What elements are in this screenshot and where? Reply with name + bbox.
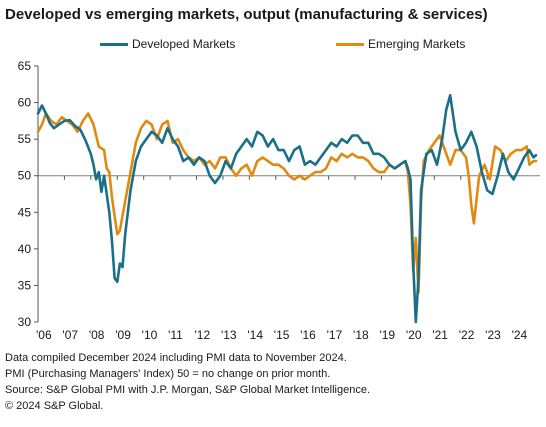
note-data-compiled: Data compiled December 2024 including PM… (5, 352, 347, 364)
x-tick-label: '13 (221, 328, 237, 342)
legend-item-developed: Developed Markets (100, 37, 235, 51)
y-tick-label: 45 (18, 205, 32, 219)
note-copyright: © 2024 S&P Global. (5, 400, 104, 412)
legend: Developed Markets Emerging Markets (0, 37, 546, 53)
y-tick-label: 60 (18, 96, 32, 110)
legend-label-developed: Developed Markets (132, 37, 236, 51)
series-line-emerging-markets (36, 112, 538, 295)
line-chart: 30 35 40 45 50 55 60 65 '06 '07 '08 '09 '10 '11 '12 '13… (18, 59, 540, 342)
series-line-developed-markets (36, 94, 538, 324)
y-tick-label: 55 (18, 132, 32, 146)
legend-swatch-developed (100, 42, 128, 46)
x-tick-label: '08 (89, 328, 105, 342)
x-tick-label: '06 (36, 328, 52, 342)
y-tick-label: 50 (18, 169, 32, 183)
x-tick-label: '09 (115, 328, 131, 342)
x-tick-label: '20 (406, 328, 422, 342)
x-tick-label: '23 (485, 328, 501, 342)
y-tick-label: 65 (18, 59, 32, 73)
x-tick-label: '18 (353, 328, 369, 342)
x-tick-label: '10 (142, 328, 158, 342)
y-tick-label: 30 (18, 315, 32, 329)
footnotes: Data compiled December 2024 including PM… (5, 350, 370, 414)
x-tick-label: '16 (300, 328, 316, 342)
x-tick-label: '15 (274, 328, 290, 342)
chart-title: Developed vs emerging markets, output (m… (5, 6, 488, 23)
legend-item-emerging: Emerging Markets (336, 37, 465, 51)
note-source: Source: S&P Global PMI with J.P. Morgan,… (5, 384, 371, 396)
y-tick-label: 35 (18, 278, 32, 292)
x-tick-label: '24 (512, 328, 528, 342)
x-tick-label: '17 (327, 328, 343, 342)
x-tick-label: '21 (432, 328, 448, 342)
legend-label-emerging: Emerging Markets (368, 37, 466, 51)
x-tick-label: '07 (62, 328, 78, 342)
x-tick-label: '22 (459, 328, 475, 342)
series-layer (36, 94, 538, 324)
legend-swatch-emerging (336, 42, 364, 46)
y-tick-label: 40 (18, 242, 32, 256)
x-tick-label: '11 (168, 328, 183, 342)
x-tick-label: '19 (379, 328, 395, 342)
x-tick-label: '14 (247, 328, 263, 342)
note-pmi-definition: PMI (Purchasing Managers' Index) 50 = no… (5, 368, 331, 380)
x-tick-label: '12 (195, 328, 211, 342)
axes: 30 35 40 45 50 55 60 65 '06 '07 '08 '09 '10 '11 '12 '13… (18, 59, 540, 342)
